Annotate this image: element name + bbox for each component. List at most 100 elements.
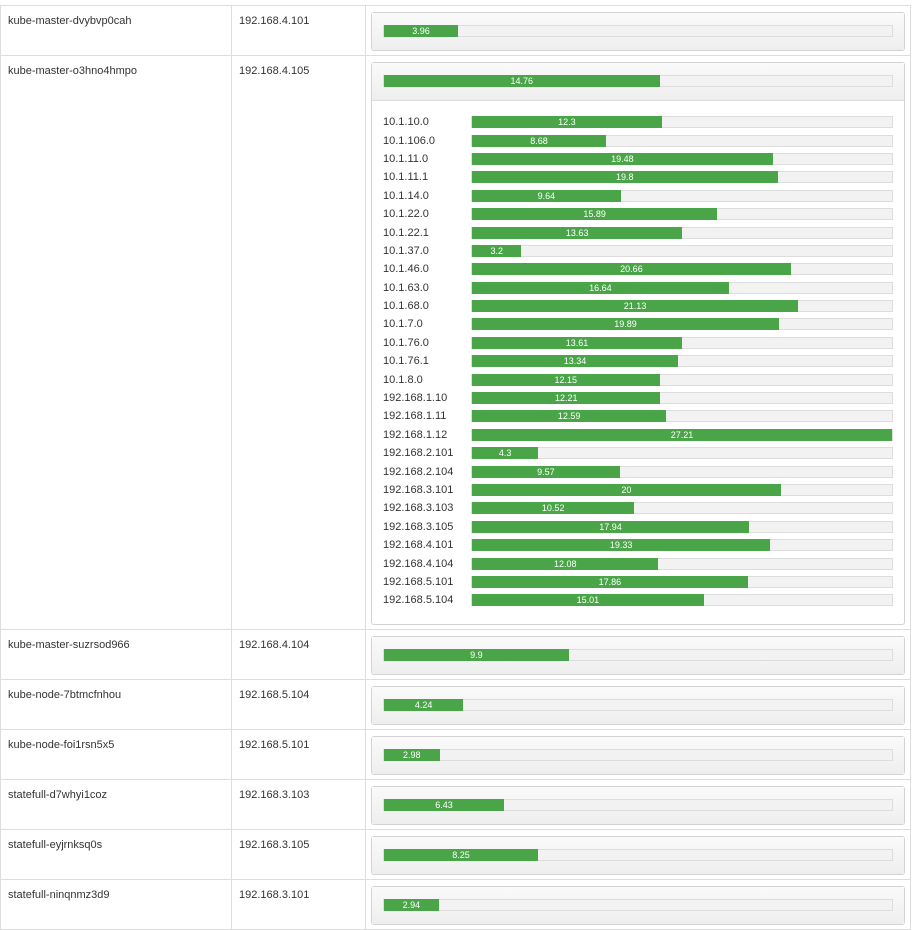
- latency-panel[interactable]: 14.76 10.1.10.0 12.3 10.1.106.0 8.68 10.1.11.…: [371, 62, 905, 625]
- peer-ip: 10.1.63.0: [383, 281, 429, 294]
- latency-panel: 3.96: [371, 12, 905, 51]
- node-ip: 192.168.5.104: [239, 688, 310, 701]
- peer-latency-bar-fill: 19.48: [472, 152, 773, 165]
- latency-panel-header[interactable]: 2.98: [372, 736, 904, 774]
- peer-latency-bar-track: 9.64: [471, 189, 893, 202]
- peer-latency-row: 10.1.46.0 20.66: [383, 260, 893, 278]
- peer-latency-bar-value: 15.89: [583, 209, 606, 220]
- peer-latency-bar-fill: 13.61: [472, 336, 683, 349]
- peer-ip: 10.1.14.0: [383, 189, 429, 202]
- peer-latency-bar-value: 10.52: [541, 503, 565, 514]
- peer-latency-bar-track: 20.66: [471, 263, 893, 276]
- peer-latency-bar-fill: 12.08: [472, 557, 659, 570]
- peer-latency-bar-value: 17.86: [598, 576, 622, 587]
- peer-latency-row: 10.1.8.0 12.15: [383, 370, 893, 388]
- latency-panel: 4.24: [371, 685, 905, 725]
- latency-panel-header[interactable]: 4.24: [372, 686, 904, 724]
- peer-latency-bar-track: 10.52: [471, 502, 893, 515]
- peer-latency-bar-fill: 17.86: [472, 575, 748, 588]
- peer-latency-bar-value: 27.21: [670, 429, 694, 440]
- node-latency-bar-value: 4.24: [414, 699, 433, 710]
- peer-latency-row: 192.168.1.11 12.59: [383, 407, 893, 425]
- peer-latency-row: 10.1.7.0 19.89: [383, 315, 893, 333]
- node-name-cell: statefull-eyjrnksq0s: [0, 828, 232, 880]
- peer-latency-bar-value: 19.8: [616, 172, 634, 183]
- node-latency-bar-track: 14.76: [383, 75, 893, 87]
- peer-latency-bar-value: 3.2: [490, 245, 503, 256]
- latency-panel: 8.25: [371, 835, 905, 875]
- peer-ip: 10.1.22.1: [383, 226, 429, 239]
- peer-latency-bar-fill: 20: [472, 484, 781, 496]
- node-row: kube-node-foi1rsn5x5 192.168.5.101 2.98: [0, 728, 911, 780]
- node-ip: 192.168.3.103: [239, 788, 310, 801]
- peer-latency-bar-value: 9.57: [537, 466, 555, 477]
- peer-latency-row: 10.1.10.0 12.3: [383, 113, 893, 131]
- peer-latency-row: 10.1.11.1 19.8: [383, 168, 893, 186]
- latency-panel-header[interactable]: 14.76: [372, 63, 904, 100]
- peer-latency-bar-track: 19.89: [471, 318, 893, 331]
- peer-ip: 10.1.106.0: [383, 134, 435, 147]
- node-latency-bar-value: 9.9: [470, 649, 483, 660]
- node-latency-bar-track: 3.96: [383, 25, 893, 37]
- node-latency-bar-value: 6.43: [435, 799, 453, 810]
- node-name-cell: kube-node-foi1rsn5x5: [0, 728, 232, 780]
- node-name-cell: statefull-ninqnmz3d9: [0, 878, 232, 930]
- node-row: kube-node-7btmcfnhou 192.168.5.104 4.24: [0, 678, 911, 730]
- node-latency-bar-value: 8.25: [452, 849, 470, 860]
- peer-latency-bar-value: 13.61: [565, 337, 589, 348]
- peer-latency-bar-value: 12.3: [558, 117, 576, 128]
- peer-latency-bar-fill: 13.63: [472, 226, 683, 239]
- peer-latency-row: 192.168.5.101 17.86: [383, 573, 893, 591]
- node-name-cell: kube-master-suzrsod966: [0, 628, 232, 680]
- node-name: kube-node-7btmcfnhou: [8, 688, 122, 701]
- peer-latency-bar-fill: 21.13: [472, 300, 799, 313]
- latency-panel-header[interactable]: 6.43: [372, 786, 904, 824]
- peer-latency-bar-value: 12.08: [553, 558, 577, 569]
- node-ip-cell: 192.168.3.101: [231, 878, 366, 930]
- node-ip: 192.168.4.105: [239, 65, 310, 77]
- latency-panel-header[interactable]: 9.9: [372, 636, 904, 674]
- peer-ip: 10.1.46.0: [383, 263, 429, 276]
- node-latency-bar-fill: 3.96: [384, 25, 458, 37]
- peer-latency-row: 10.1.63.0 16.64: [383, 279, 893, 297]
- peer-latency-row: 10.1.22.1 13.63: [383, 223, 893, 241]
- peer-ip: 10.1.11.0: [383, 152, 429, 165]
- latency-panel-header[interactable]: 8.25: [372, 836, 904, 874]
- node-ip-cell: 192.168.3.103: [231, 778, 366, 830]
- peer-latency-bar-fill: 19.89: [472, 318, 779, 331]
- peer-latency-bar-fill: 19.33: [472, 539, 771, 552]
- node-latency-bar-fill: 8.25: [384, 848, 539, 861]
- peer-ip: 192.168.5.101: [383, 575, 454, 588]
- peer-latency-row: 192.168.2.101 4.3: [383, 444, 893, 462]
- peer-ip: 10.1.22.0: [383, 208, 429, 221]
- node-latency-cell: 2.98: [365, 728, 911, 780]
- latency-panel: 9.9: [371, 635, 905, 675]
- latency-panel: 6.43: [371, 785, 905, 825]
- peer-latency-row: 10.1.11.0 19.48: [383, 150, 893, 168]
- node-latency-cell: 3.96: [365, 5, 911, 56]
- peer-latency-bar-track: 12.3: [471, 116, 893, 129]
- peer-latency-bar-value: 20: [621, 485, 632, 495]
- node-latency-bar-fill: 14.76: [384, 75, 660, 87]
- latency-panel-header[interactable]: 2.94: [372, 886, 904, 924]
- node-ip-cell: 192.168.5.104: [231, 678, 366, 730]
- peer-latency-row: 192.168.4.104 12.08: [383, 554, 893, 572]
- latency-panel-header[interactable]: 3.96: [372, 13, 904, 50]
- peer-latency-bar-track: 15.01: [471, 594, 893, 607]
- peer-latency-bar-track: 13.63: [471, 226, 893, 239]
- peer-latency-bar-fill: 9.64: [472, 189, 621, 202]
- node-ip-cell: 192.168.4.105: [231, 55, 366, 630]
- node-ip: 192.168.3.101: [239, 888, 310, 901]
- peer-latency-bar-fill: 12.59: [472, 410, 667, 423]
- peer-latency-bar-fill: 3.2: [472, 244, 522, 257]
- node-latency-bar-track: 4.24: [383, 698, 893, 711]
- node-latency-bar-value: 14.76: [510, 76, 534, 86]
- node-latency-bar-track: 2.94: [383, 898, 893, 911]
- peer-latency-bar-value: 13.63: [565, 227, 589, 238]
- peer-latency-bar-track: 19.8: [471, 171, 893, 184]
- peer-latency-row: 10.1.76.0 13.61: [383, 334, 893, 352]
- peer-ip: 10.1.10.0: [383, 116, 429, 129]
- node-latency-cell: 4.24: [365, 678, 911, 730]
- peer-ip: 192.168.1.12: [383, 428, 448, 441]
- peer-ip: 10.1.37.0: [383, 244, 429, 257]
